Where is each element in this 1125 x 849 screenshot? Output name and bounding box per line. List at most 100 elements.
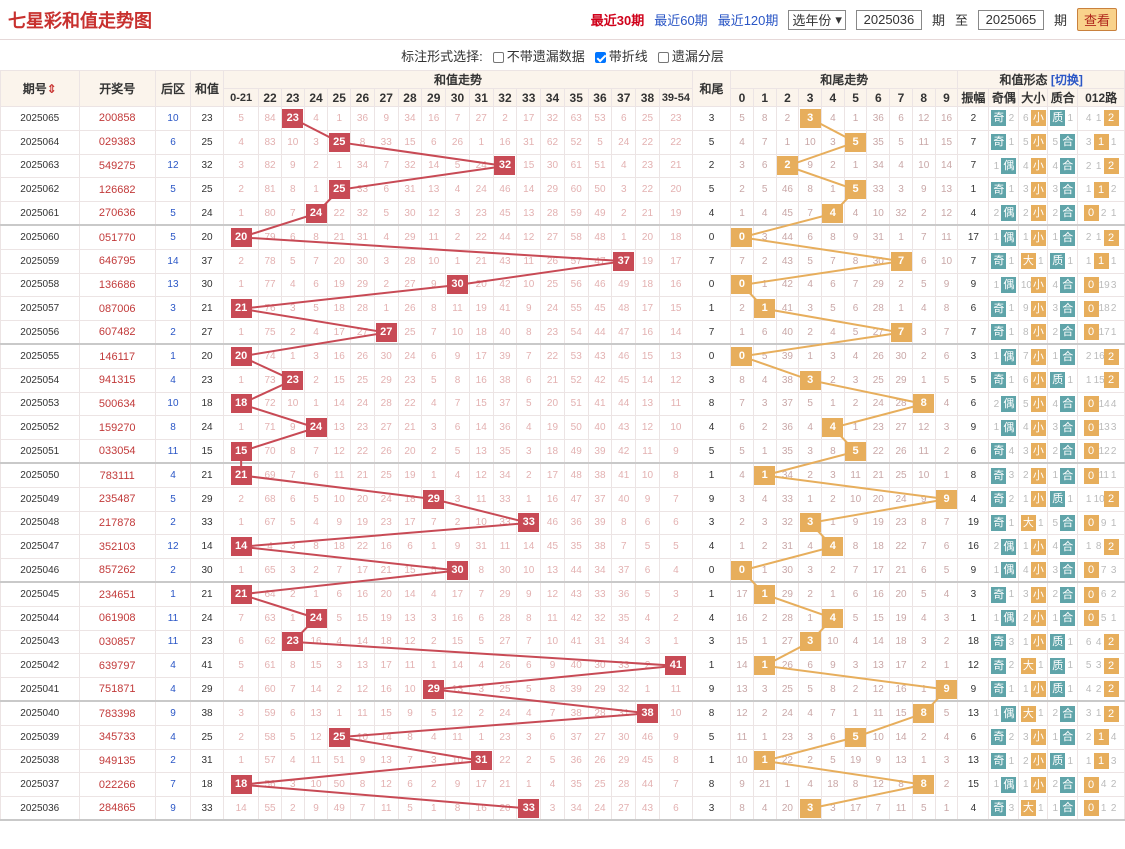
sum-trend-cell: 38 (587, 534, 613, 560)
tail-trend-cell: 26 (775, 653, 800, 679)
sum-trend-cell: 36 (563, 748, 589, 774)
sum-trend-cell: 9 (421, 272, 447, 298)
sum-trend-cell: 14 (445, 653, 470, 679)
sum-cell: 38 (190, 700, 225, 726)
tail-trend-cell: 36 (775, 415, 800, 441)
tail-trend-cell: 15 (934, 129, 959, 155)
sum-trend-cell: 12 (350, 677, 375, 703)
tail-ball: 3 (799, 370, 821, 390)
tail-trend-cell: 1 (752, 296, 777, 322)
checkbox-no-miss[interactable] (492, 51, 504, 63)
option-no-miss[interactable]: 不带遗漏数据 (492, 46, 585, 65)
sum-trend-cell: 27 (540, 224, 565, 250)
tail-trend-cell: 12 (866, 677, 891, 703)
tail-trend-cell: 17 (843, 796, 868, 822)
sum-trend-cell: 8 (421, 296, 447, 322)
sum-trend-cell: 48 (611, 296, 637, 322)
sum-trend-cell: 16 (635, 320, 660, 346)
sum-trend-cell: 48 (587, 224, 613, 250)
sum-trend-cell: 41 (587, 391, 613, 417)
tail-trend-cell: 27 (775, 629, 800, 655)
sum-ball: 29 (423, 679, 445, 699)
sum-cell: 33 (190, 796, 225, 822)
tail-trend-cell: 3 (934, 415, 959, 441)
tail-trend-cell: 7 (889, 248, 913, 274)
option-polyline[interactable]: 带折线 (594, 46, 648, 65)
sum-trend-cell: 30 (445, 558, 470, 584)
tail-trend-cell: 0 (730, 272, 754, 298)
period-60[interactable]: 最近60期 (654, 13, 708, 28)
sum-trend-cell: 2 (445, 224, 470, 250)
sum-col-4: 25 (327, 88, 352, 107)
amplitude-cell: 9 (957, 558, 990, 584)
tail-trend-cell: 42 (775, 272, 800, 298)
tail-trend-cell: 4 (821, 534, 845, 560)
checkbox-miss-layer[interactable] (657, 51, 669, 63)
tail-trend-cell: 8 (843, 772, 868, 798)
sum-trend-cell: 9 (516, 581, 542, 607)
tail-trend-cell: 3 (752, 677, 777, 703)
switch-link[interactable]: [切换] (1050, 73, 1083, 87)
tail-trend-cell: 6 (911, 558, 936, 584)
to-issue-input[interactable]: 2025065 (977, 9, 1044, 30)
table-row: 2025060 051770 5 20 20 79 6 8 21 31 4 29 11 2 22 44 12 27… (0, 224, 1125, 250)
sum-trend-cell: 12 (540, 581, 565, 607)
sum-trend-cell: 41 (658, 653, 693, 679)
sum-trend-cell: 29 (397, 224, 423, 250)
year-select[interactable]: 选年份 ▾ (788, 9, 846, 30)
sum-trend-cell: 1 (303, 581, 329, 607)
tail-trend-cell: 1 (843, 700, 868, 726)
header-issue[interactable]: 期号⇕ (0, 70, 80, 107)
sum-trend-cell: 45 (540, 534, 565, 560)
sum-trend-cell: 22 (468, 224, 494, 250)
sum-trend-cell: 29 (540, 177, 565, 203)
tail-trend-cell: 3 (798, 724, 822, 750)
sum-ball: 20 (230, 347, 252, 367)
draw-cell: 500634 (78, 391, 156, 417)
sum-trend-cell: 38 (563, 700, 589, 726)
sum-trend-cell: 44 (611, 391, 637, 417)
sum-trend-cell: 5 (303, 296, 329, 322)
table-row: 2025046 857262 2 30 1 65 3 2 7 17 21 15 5 30 8 30 10 13 44… (0, 558, 1125, 584)
sum-trend-cell: 53 (563, 343, 589, 369)
checkbox-polyline[interactable] (594, 51, 606, 63)
sum-trend-cell: 10 (468, 510, 494, 536)
tail-trend-cell: 1 (752, 629, 777, 655)
sum-trend-cell: 6 (516, 367, 542, 393)
tail-trend-cell: 10 (911, 153, 936, 179)
tail-trend-cell: 4 (934, 581, 959, 607)
amplitude-cell: 4 (957, 486, 990, 512)
table-row: 2025054 941315 4 23 1 73 23 2 15 25 29 23 5 8 16 38 6 21 5… (0, 367, 1125, 393)
tail-trend-cell: 17 (866, 558, 891, 584)
issue-cell: 2025057 (0, 296, 80, 322)
sum-trend-cell: 20 (223, 224, 260, 250)
issue-cell: 2025063 (0, 153, 80, 179)
tail-trend-cell: 1 (934, 462, 959, 488)
period-120[interactable]: 最近120期 (717, 13, 779, 28)
issue-cell: 2025042 (0, 653, 80, 679)
sum-cell: 18 (190, 391, 225, 417)
sum-trend-cell: 4 (258, 534, 282, 560)
table-row: 2025062 126682 5 25 2 81 8 1 25 33 6 31 13 4 24 46 14 29 6… (0, 177, 1125, 203)
sum-cell: 25 (190, 177, 225, 203)
option-miss-layer[interactable]: 遗漏分层 (657, 46, 724, 65)
tail-trend-cell: 2 (821, 486, 845, 512)
issue-cell: 2025046 (0, 558, 80, 584)
view-button[interactable]: 查看 (1076, 8, 1117, 31)
sum-trend-cell: 3 (373, 248, 399, 274)
mod3-cell: 0 133 (1077, 415, 1125, 441)
period-30[interactable]: 最近30期 (590, 13, 645, 28)
sum-trend-cell: 5 (468, 629, 494, 655)
from-issue-input[interactable]: 2025036 (855, 9, 922, 30)
tail-trend-cell: 6 (889, 106, 913, 131)
tail-cell: 1 (691, 748, 732, 774)
sum-trend-cell: 3 (635, 629, 660, 655)
sum-trend-cell: 64 (258, 581, 282, 607)
